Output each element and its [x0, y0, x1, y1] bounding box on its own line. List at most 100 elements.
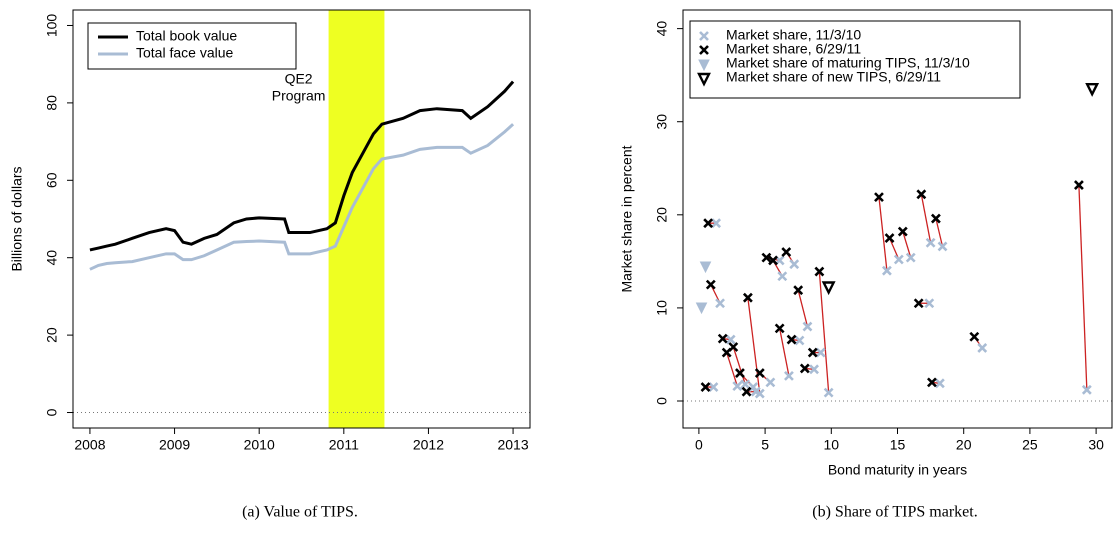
point — [705, 279, 716, 290]
point — [741, 386, 752, 397]
point — [754, 388, 765, 399]
connector — [878, 197, 888, 271]
y-tick-label: 0 — [44, 408, 60, 416]
point — [777, 271, 788, 282]
point — [937, 241, 948, 252]
legend-marker — [699, 31, 709, 41]
point — [765, 377, 776, 388]
point — [815, 347, 826, 358]
point — [740, 379, 751, 390]
point — [924, 298, 935, 309]
connector — [1078, 184, 1088, 390]
x-tick-label: 25 — [1022, 437, 1038, 453]
y-axis-label: Market share in percent — [619, 145, 635, 292]
caption: (a) Value of TIPS. — [242, 504, 358, 521]
point — [708, 382, 719, 392]
point — [742, 292, 753, 303]
point — [754, 368, 765, 378]
x-axis-label: Bond maturity in years — [828, 462, 967, 478]
y-tick-label: 100 — [44, 14, 60, 38]
legend-marker — [697, 72, 711, 87]
point — [927, 377, 937, 388]
point — [821, 281, 836, 296]
x-tick-label: 2013 — [497, 437, 528, 453]
point — [768, 255, 778, 266]
point — [977, 343, 988, 353]
point — [969, 331, 980, 342]
point — [699, 261, 712, 274]
point — [799, 363, 810, 374]
point — [794, 335, 805, 346]
point — [916, 189, 927, 200]
connector — [888, 237, 900, 260]
point — [781, 247, 792, 257]
y-tick-label: 30 — [654, 114, 670, 130]
y-tick-label: 60 — [44, 172, 60, 188]
point — [934, 378, 945, 389]
point — [695, 302, 708, 315]
connector — [732, 346, 746, 385]
x-tick-label: 5 — [761, 437, 769, 453]
point — [823, 387, 834, 398]
x-tick-label: 2010 — [244, 437, 275, 453]
x-tick-label: 10 — [824, 437, 840, 453]
connector — [779, 328, 790, 376]
point — [930, 213, 941, 224]
legend-box — [87, 22, 297, 70]
connector — [797, 290, 809, 327]
x-tick-label: 2009 — [159, 437, 190, 453]
point — [784, 370, 794, 381]
annotation: QE2 — [285, 71, 313, 87]
plot-area — [683, 83, 1112, 402]
connector — [920, 194, 932, 243]
point — [711, 218, 722, 229]
x-tick-label: 15 — [890, 437, 906, 453]
y-tick-label: 20 — [654, 207, 670, 223]
point — [802, 321, 813, 332]
point — [807, 347, 818, 358]
connector — [726, 352, 738, 387]
point — [814, 266, 825, 277]
y-tick-label: 40 — [654, 21, 670, 37]
legend-label: Market share of maturing TIPS, 11/3/10 — [726, 55, 970, 71]
point — [897, 226, 908, 237]
y-tick-label: 40 — [44, 250, 60, 266]
y-axis-label: Billions of dollars — [9, 166, 25, 271]
x-tick-label: 2011 — [329, 437, 359, 453]
point — [786, 334, 797, 345]
legend-label: Market share of new TIPS, 6/29/11 — [726, 69, 941, 85]
point — [874, 192, 884, 203]
annotation: Program — [272, 88, 326, 104]
x-tick-label: 0 — [695, 437, 703, 453]
connector — [935, 218, 944, 247]
point — [761, 252, 772, 263]
y-tick-label: 80 — [44, 95, 60, 111]
point — [1073, 180, 1084, 190]
legend-label: Total book value — [136, 28, 237, 44]
point — [732, 381, 743, 392]
point — [793, 285, 804, 296]
x-tick-label: 2008 — [74, 437, 105, 453]
point — [703, 218, 714, 229]
point — [809, 364, 820, 375]
connector — [902, 231, 912, 258]
point — [725, 334, 736, 345]
point — [881, 265, 892, 276]
x-tick-label: 30 — [1088, 437, 1104, 453]
point — [735, 368, 745, 378]
point — [913, 298, 924, 309]
connector — [747, 297, 761, 394]
plot-frame — [72, 9, 531, 429]
caption: (b) Share of TIPS market. — [812, 504, 977, 521]
point — [700, 382, 711, 392]
point — [925, 237, 936, 248]
point — [1081, 384, 1092, 395]
legend-label: Total face value — [136, 45, 233, 61]
point — [717, 333, 728, 344]
point — [789, 259, 800, 270]
point — [893, 254, 904, 265]
legend-label: Market share, 6/29/11 — [726, 41, 861, 57]
y-tick-label: 0 — [654, 397, 670, 405]
point — [715, 298, 725, 309]
